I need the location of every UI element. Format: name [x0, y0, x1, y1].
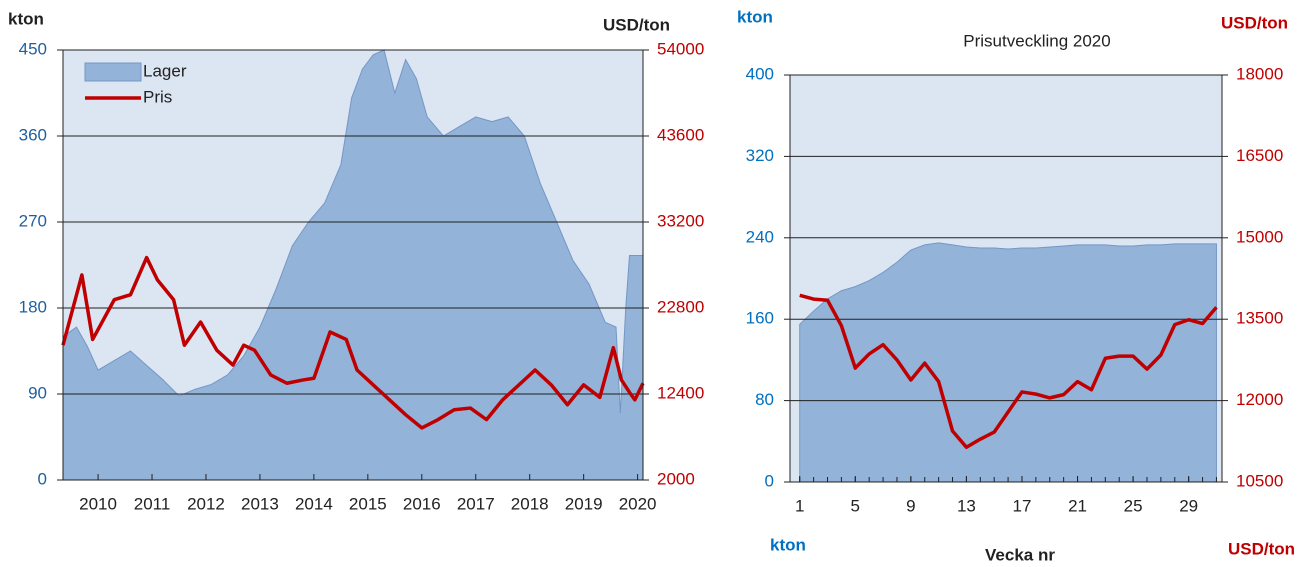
y-tick-label: 360 [19, 125, 47, 144]
x-tick-label: 13 [957, 496, 976, 515]
x-tick-label: 2010 [79, 494, 117, 513]
y2-axis-label: USD/ton [1221, 13, 1288, 32]
y-axis-label: kton [737, 7, 773, 26]
x-tick-label: 21 [1068, 496, 1087, 515]
y-tick-label: 400 [746, 64, 774, 83]
area [62, 49, 644, 481]
line [799, 293, 1218, 450]
y2-tick-label: 16500 [1236, 146, 1283, 165]
y-tick-label: 80 [755, 390, 774, 409]
x-tick-label: 2019 [565, 494, 603, 513]
legend-swatch [84, 62, 142, 82]
x-axis-label: Vecka nr [985, 545, 1055, 564]
y2-tick-label: 43600 [657, 125, 704, 144]
y2-tick-label: 22800 [657, 297, 704, 316]
x-tick-label: 25 [1124, 496, 1143, 515]
y-tick-label: 0 [38, 469, 47, 488]
y2-tick-label: 2000 [657, 469, 695, 488]
x-tick-label: 2016 [403, 494, 441, 513]
y-tick-label: 0 [765, 471, 774, 490]
x-tick-label: 2014 [295, 494, 333, 513]
y2-tick-label: 15000 [1236, 227, 1283, 246]
x-tick-label: 2018 [511, 494, 549, 513]
area [799, 242, 1217, 483]
y-tick-label: 240 [746, 227, 774, 246]
x-tick-label: 2013 [241, 494, 279, 513]
y-tick-label: 320 [746, 146, 774, 165]
y-axis-label-bottom: kton [770, 535, 806, 554]
y2-tick-label: 12400 [657, 383, 704, 402]
y-tick-label: 270 [19, 211, 47, 230]
y-tick-label: 90 [28, 383, 47, 402]
y-axis-label: kton [8, 9, 44, 28]
y2-axis-label-bottom: USD/ton [1228, 539, 1295, 558]
y2-tick-label: 13500 [1236, 309, 1283, 328]
y2-tick-label: 10500 [1236, 471, 1283, 490]
x-tick-label: 2020 [619, 494, 657, 513]
y2-tick-label: 18000 [1236, 64, 1283, 83]
x-tick-label: 9 [906, 496, 915, 515]
x-tick-label: 2011 [134, 494, 171, 513]
x-tick-label: 2012 [187, 494, 225, 513]
y-tick-label: 160 [746, 309, 774, 328]
y2-tick-label: 33200 [657, 211, 704, 230]
chart-title: Prisutveckling 2020 [963, 31, 1110, 50]
x-tick-label: 29 [1179, 496, 1198, 515]
x-tick-label: 17 [1013, 496, 1032, 515]
y2-tick-label: 12000 [1236, 390, 1283, 409]
x-tick-label: 2017 [457, 494, 495, 513]
x-tick-label: 2015 [349, 494, 387, 513]
legend-label: Pris [143, 87, 172, 106]
y2-tick-label: 54000 [657, 39, 704, 58]
y-tick-label: 180 [19, 297, 47, 316]
x-tick-label: 1 [795, 496, 804, 515]
y-tick-label: 450 [19, 39, 47, 58]
legend-label: Lager [143, 61, 187, 80]
x-tick-label: 5 [851, 496, 860, 515]
y2-axis-label: USD/ton [603, 15, 670, 34]
line [61, 255, 645, 430]
